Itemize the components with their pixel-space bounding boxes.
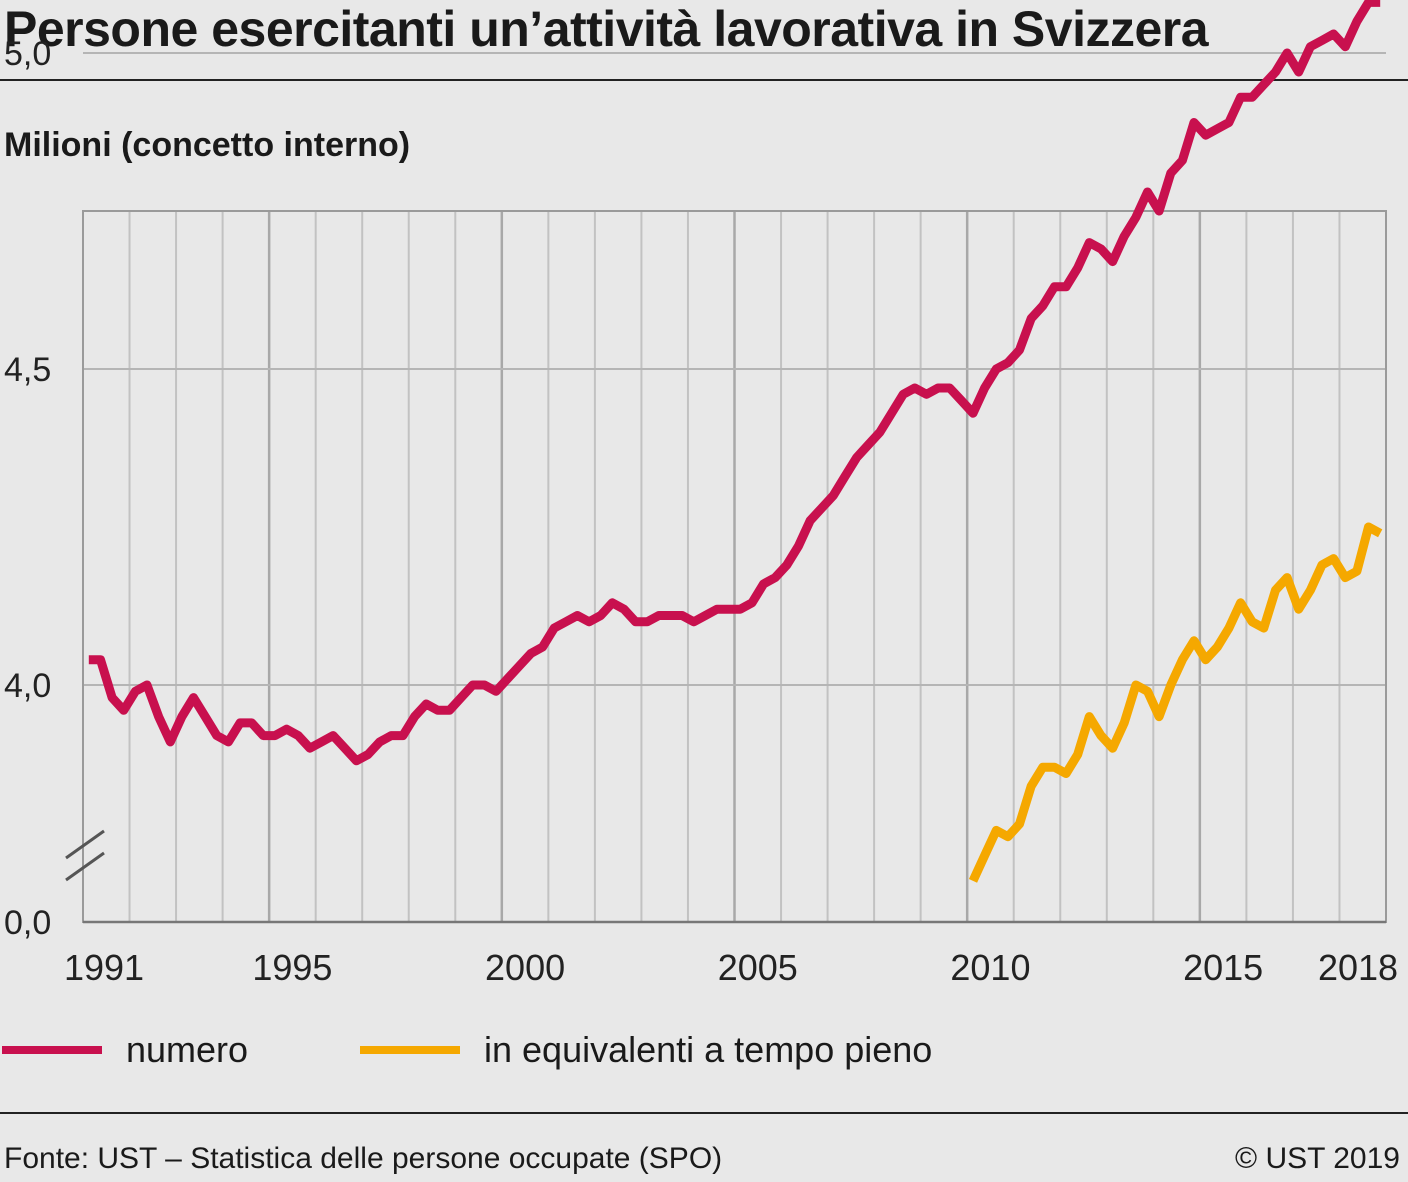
x-tick-label: 2000 bbox=[485, 947, 565, 988]
y-tick-label: 0,0 bbox=[4, 904, 51, 942]
x-tick-label: 1991 bbox=[64, 947, 144, 988]
y-tick-label: 4,0 bbox=[4, 667, 51, 705]
legend-label-numero: numero bbox=[126, 1029, 249, 1070]
legend-label-fte: in equivalenti a tempo pieno bbox=[484, 1029, 933, 1070]
y-tick-label: 5,0 bbox=[4, 35, 51, 73]
x-tick-label: 2005 bbox=[718, 947, 798, 988]
footer-divider bbox=[0, 1112, 1408, 1114]
x-tick-label: 2010 bbox=[950, 947, 1030, 988]
legend-item-numero: numero bbox=[2, 1028, 248, 1072]
x-tick-label: 2018 bbox=[1318, 947, 1398, 988]
chart-title: Persone esercitanti un’attività lavorati… bbox=[4, 1, 1209, 57]
y-unit-label: Milioni (concetto interno) bbox=[4, 126, 411, 164]
legend-swatch-numero bbox=[2, 1046, 102, 1054]
source-note: Fonte: UST – Statistica delle persone oc… bbox=[4, 1142, 723, 1175]
x-tick-label: 2015 bbox=[1183, 947, 1263, 988]
y-axis-break-mark bbox=[65, 851, 105, 882]
legend-item-fte: in equivalenti a tempo pieno bbox=[360, 1028, 932, 1072]
series-line-fte bbox=[968, 522, 1383, 883]
line-chart: 5,55,04,54,00,01991199520002005201020152… bbox=[4, 0, 1398, 988]
legend-swatch-fte bbox=[360, 1046, 460, 1054]
title-divider bbox=[0, 79, 1408, 81]
y-tick-label: 4,5 bbox=[4, 351, 51, 389]
copyright: © UST 2019 bbox=[1235, 1142, 1400, 1175]
series-line-numero bbox=[88, 0, 1381, 766]
x-tick-label: 1995 bbox=[252, 947, 332, 988]
y-axis-break-mark bbox=[65, 829, 105, 860]
